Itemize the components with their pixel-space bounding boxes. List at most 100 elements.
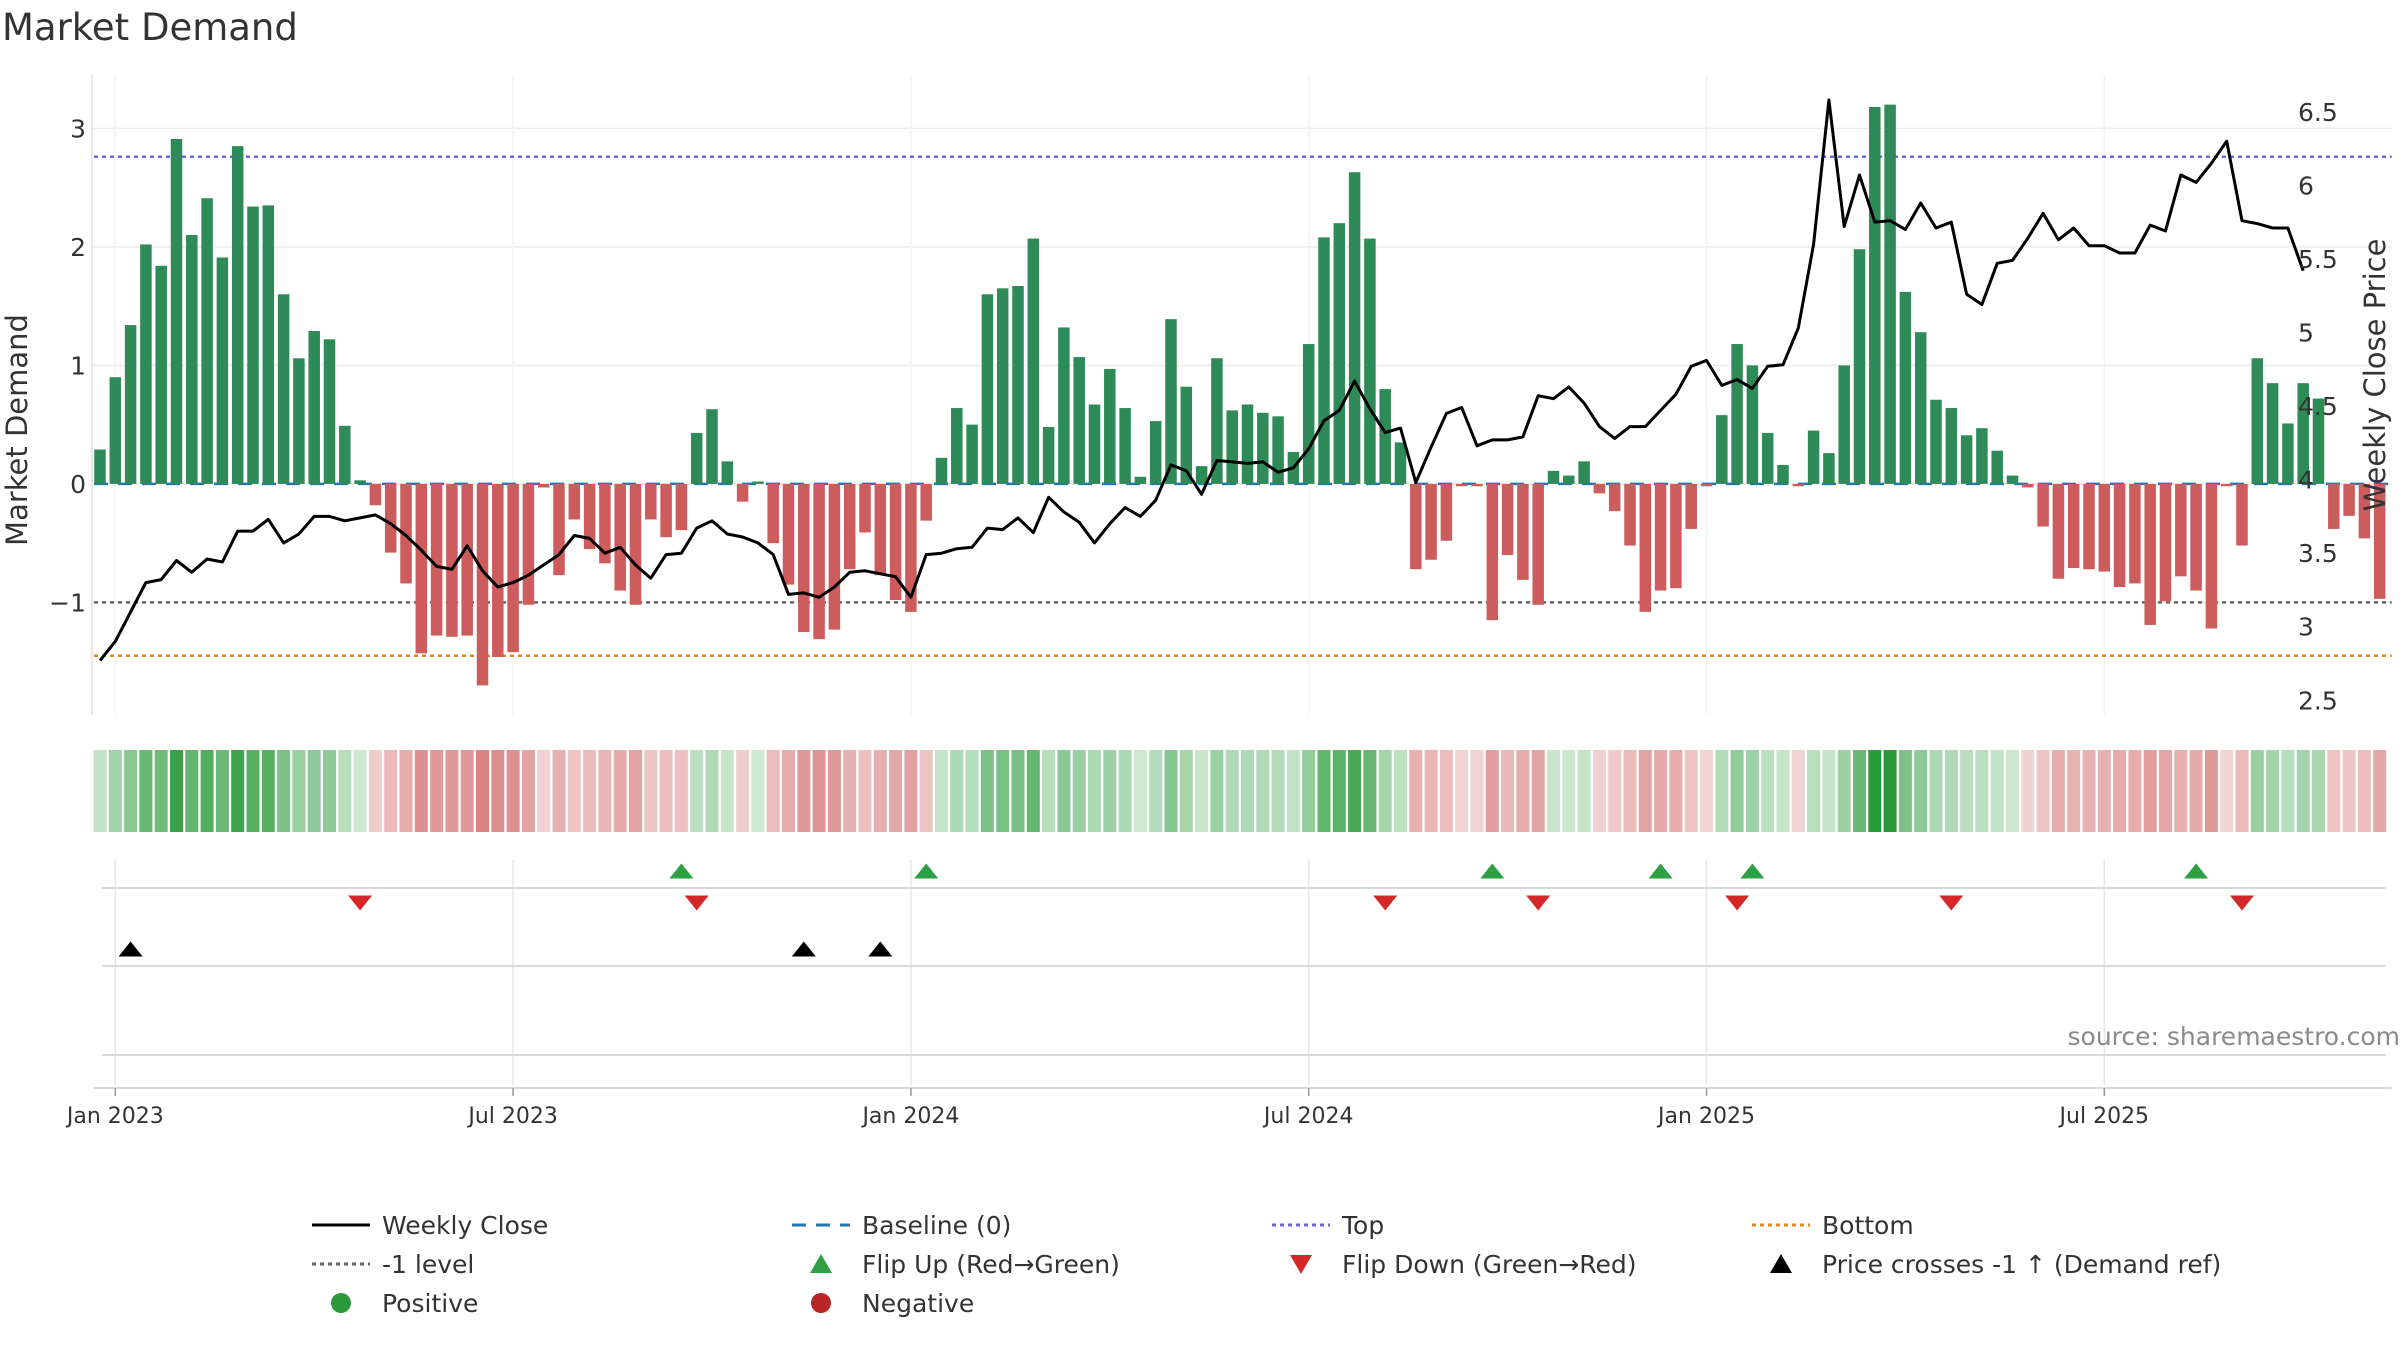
- heat-cell: [1761, 750, 1775, 832]
- demand-bar: [1700, 483, 1713, 487]
- legend-item: Price crosses -1 ↑ (Demand ref): [1750, 1249, 2221, 1279]
- demand-bar: [140, 244, 152, 484]
- y-tick-label: 1: [70, 351, 86, 380]
- heat-cell: [108, 750, 122, 832]
- flip-up-marker: [2184, 863, 2209, 879]
- heat-cell: [904, 750, 918, 832]
- heat-cell: [1485, 750, 1499, 832]
- demand-bar: [1930, 399, 1942, 484]
- legend-swatch: [331, 1293, 351, 1313]
- x-tick-label: Jan 2024: [860, 1104, 959, 1129]
- heat-cell: [567, 750, 581, 832]
- heat-cell: [690, 750, 704, 832]
- demand-bar: [1517, 483, 1529, 580]
- legend-label: Flip Up (Red→Green): [862, 1249, 1120, 1279]
- demand-bar: [813, 483, 825, 640]
- demand-bar: [2144, 483, 2156, 625]
- demand-bar: [1394, 442, 1407, 484]
- heat-cell: [1088, 750, 1101, 832]
- demand-bar: [1088, 404, 1101, 484]
- demand-bar: [1761, 432, 1774, 484]
- heat-cell: [200, 750, 214, 832]
- demand-bar: [201, 198, 213, 484]
- demand-heat-strip: [93, 750, 2387, 832]
- heat-cell: [1501, 750, 1515, 832]
- heat-cell: [139, 750, 153, 832]
- flip-down-marker: [1725, 895, 1750, 911]
- demand-bar: [996, 288, 1009, 484]
- demand-bar: [1608, 483, 1621, 512]
- heat-cell: [1133, 750, 1147, 832]
- heat-cell: [919, 750, 933, 832]
- x-tick-label: Jul 2025: [2058, 1104, 2150, 1129]
- demand-bar: [537, 483, 550, 488]
- demand-bar: [2205, 483, 2218, 629]
- heat-cell: [2143, 750, 2157, 832]
- price-cross-marker: [791, 941, 816, 957]
- demand-bar: [1991, 450, 2003, 484]
- legend-swatch: [1272, 1223, 1330, 1227]
- legend-label: -1 level: [382, 1249, 475, 1279]
- demand-bar: [690, 432, 703, 484]
- heat-cell: [1118, 750, 1132, 832]
- heat-cell: [736, 750, 750, 832]
- price-cross-marker: [868, 941, 893, 957]
- heat-cell: [231, 750, 245, 832]
- demand-bar: [1914, 332, 1927, 484]
- heat-cell: [1960, 750, 1974, 832]
- demand-bar: [2052, 483, 2065, 579]
- legend-swatch: [312, 1223, 370, 1227]
- demand-bar: [2175, 483, 2187, 577]
- heat-cell: [720, 750, 734, 832]
- demand-bar: [1211, 358, 1223, 484]
- heat-cell: [246, 750, 260, 832]
- demand-bar: [2113, 483, 2126, 587]
- heat-cell: [1424, 750, 1438, 832]
- demand-bar: [1012, 285, 1024, 484]
- weekly-close-series: [98, 98, 2305, 662]
- heat-cell: [277, 750, 291, 832]
- demand-bar: [1134, 476, 1147, 484]
- legend: Weekly Close Baseline (0) Top Bottom -1 leve…: [310, 1210, 2310, 1335]
- legend-label: Baseline (0): [862, 1210, 1012, 1240]
- heat-cell: [1944, 750, 1958, 832]
- heat-cell: [674, 750, 688, 832]
- demand-bar: [2129, 483, 2141, 584]
- legend-item: Negative: [790, 1288, 974, 1318]
- heat-cell: [552, 750, 566, 832]
- heat-cell: [965, 750, 979, 832]
- heat-cell: [2250, 750, 2264, 832]
- demand-bar: [706, 409, 718, 484]
- demand-bar: [1563, 475, 1575, 484]
- heat-cell: [2067, 750, 2081, 832]
- demand-bar: [170, 139, 183, 484]
- heat-cell: [1547, 750, 1560, 832]
- heat-cell: [1898, 750, 1912, 832]
- demand-bar: [1226, 410, 1238, 484]
- demand-bar: [308, 331, 320, 484]
- heat-cell: [1883, 750, 1897, 832]
- demand-bar: [1654, 483, 1667, 591]
- legend-item: Bottom: [1750, 1210, 1914, 1240]
- heat-cell: [2204, 750, 2218, 832]
- legend-swatch: [1770, 1254, 1792, 1273]
- demand-bar: [369, 483, 382, 506]
- legend-item: Positive: [310, 1288, 478, 1318]
- heat-cell: [1057, 750, 1071, 832]
- legend-item: Baseline (0): [790, 1210, 1011, 1240]
- demand-bar: [828, 483, 841, 630]
- demand-bar: [2190, 483, 2202, 591]
- demand-bar: [1027, 238, 1040, 484]
- heat-cell: [1623, 750, 1637, 832]
- heat-cell: [1516, 750, 1530, 832]
- demand-bar: [492, 483, 504, 657]
- demand-bar: [1869, 107, 1881, 484]
- legend-item: Flip Up (Red→Green): [790, 1249, 1120, 1279]
- demand-bar: [155, 265, 167, 484]
- heat-cell: [170, 750, 183, 832]
- demand-bar: [1119, 408, 1131, 484]
- demand-bar: [186, 235, 198, 484]
- heat-cell: [1592, 750, 1606, 832]
- demand-bar: [1639, 483, 1652, 612]
- y2-axis-title: Weekly Close Price: [2358, 239, 2392, 512]
